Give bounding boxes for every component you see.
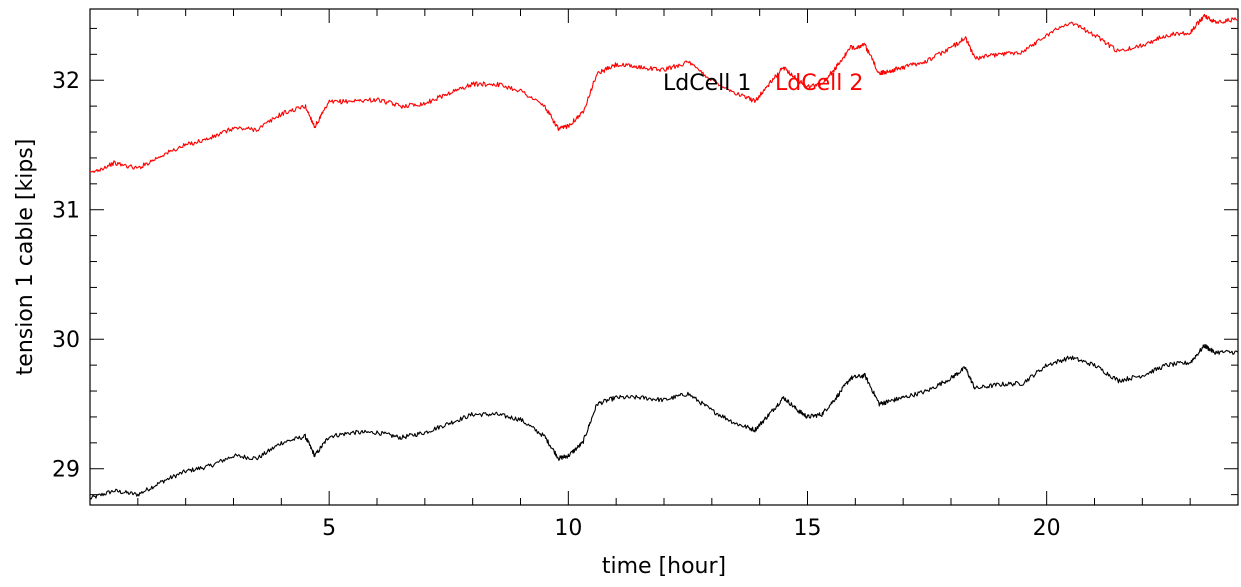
y-axis-label: tension 1 cable [kips] xyxy=(13,139,38,376)
x-tick-label: 15 xyxy=(794,516,822,541)
legend-label-ldcell-1: LdCell 1 xyxy=(663,71,751,96)
y-tick-label: 29 xyxy=(52,458,80,483)
x-tick-label: 10 xyxy=(554,516,582,541)
legend-label-ldcell-2: LdCell 2 xyxy=(775,71,863,96)
series-lines xyxy=(89,13,1239,500)
x-tick-labels: 5 10 15 20 xyxy=(322,516,1061,541)
y-tick-labels: 29 30 31 32 xyxy=(52,69,80,483)
series-line-ldcell-2 xyxy=(89,13,1239,173)
x-tick-label: 20 xyxy=(1033,516,1061,541)
legend: LdCell 1 LdCell 2 xyxy=(663,71,863,96)
series-line-ldcell-1 xyxy=(89,343,1239,500)
y-tick-label: 30 xyxy=(52,328,80,353)
x-tick-label: 5 xyxy=(322,516,336,541)
y-tick-label: 31 xyxy=(52,199,80,224)
y-tick-label: 32 xyxy=(52,69,80,94)
x-axis-label: time [hour] xyxy=(602,554,726,579)
tick-marks xyxy=(90,9,1239,505)
